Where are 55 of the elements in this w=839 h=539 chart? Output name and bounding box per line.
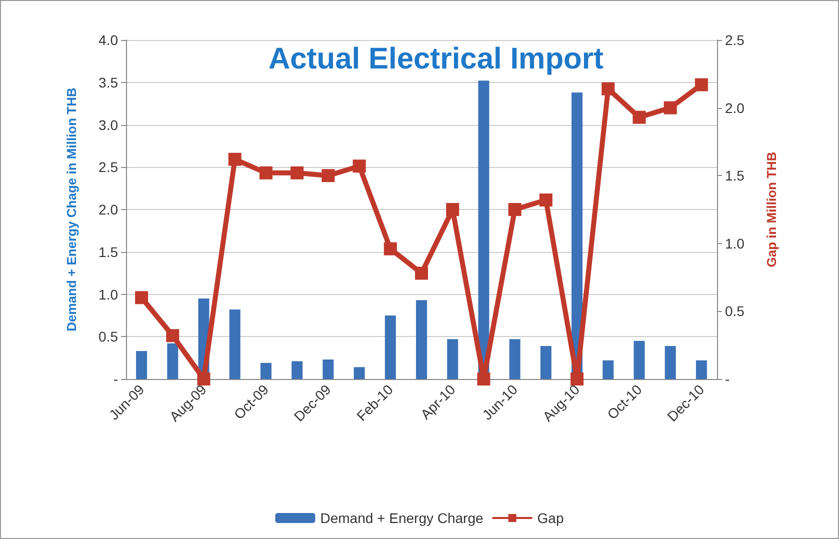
bar [696, 360, 707, 379]
y2-tick-label: 1.0 [725, 235, 745, 252]
point [539, 194, 552, 207]
point [508, 203, 522, 216]
point [197, 372, 210, 386]
point [352, 160, 366, 173]
point [322, 169, 335, 182]
point [632, 110, 646, 124]
y2-tick-label: 1.5 [725, 168, 745, 184]
point [570, 372, 584, 386]
point [384, 242, 397, 256]
y2-tick-label: 0.5 [725, 303, 745, 320]
y-tick-label: 4.0 [98, 32, 118, 48]
point [664, 101, 677, 114]
point [166, 329, 180, 342]
point [477, 372, 490, 386]
legend-label: Demand + Energy Charge [320, 510, 484, 526]
y-tick-label: 3.5 [98, 74, 118, 90]
y-tick-label: 2.5 [98, 159, 118, 176]
point [228, 152, 242, 166]
bar [292, 361, 303, 379]
bar [447, 339, 458, 379]
bar [229, 310, 240, 379]
y-tick-label: 0.5 [98, 328, 118, 345]
bar [354, 367, 365, 379]
point [415, 266, 428, 280]
bar [260, 362, 272, 379]
bar [167, 343, 178, 379]
chart-title: Actual Electrical Import [268, 42, 604, 76]
bar [416, 300, 427, 379]
point [446, 203, 460, 216]
bar [509, 339, 520, 379]
y-tick-label: 3.0 [98, 116, 118, 133]
point [694, 78, 708, 92]
y-tick-label: 1.5 [98, 244, 118, 260]
point [290, 166, 304, 180]
y2-tick-label: 2.0 [725, 100, 745, 116]
point [135, 291, 148, 304]
bar [602, 360, 614, 379]
bar [634, 340, 645, 379]
legend-label: Gap [537, 510, 564, 526]
bar [322, 360, 334, 379]
y-tick-label: 2.0 [98, 202, 118, 218]
y-tick-label: 1.0 [98, 286, 118, 302]
point [259, 166, 272, 180]
y-tick-label: - [113, 371, 118, 387]
bar [384, 315, 396, 379]
bar [664, 346, 676, 379]
bar [540, 346, 552, 379]
y-axis-title: Demand + Energy Chage in Million THB [64, 88, 79, 332]
y2-tick-label: - [725, 371, 730, 387]
y2-axis-title: Gap in Million THB [764, 152, 779, 268]
y2-tick-label: 2.5 [725, 32, 745, 48]
point [602, 82, 615, 96]
bar [136, 351, 148, 379]
